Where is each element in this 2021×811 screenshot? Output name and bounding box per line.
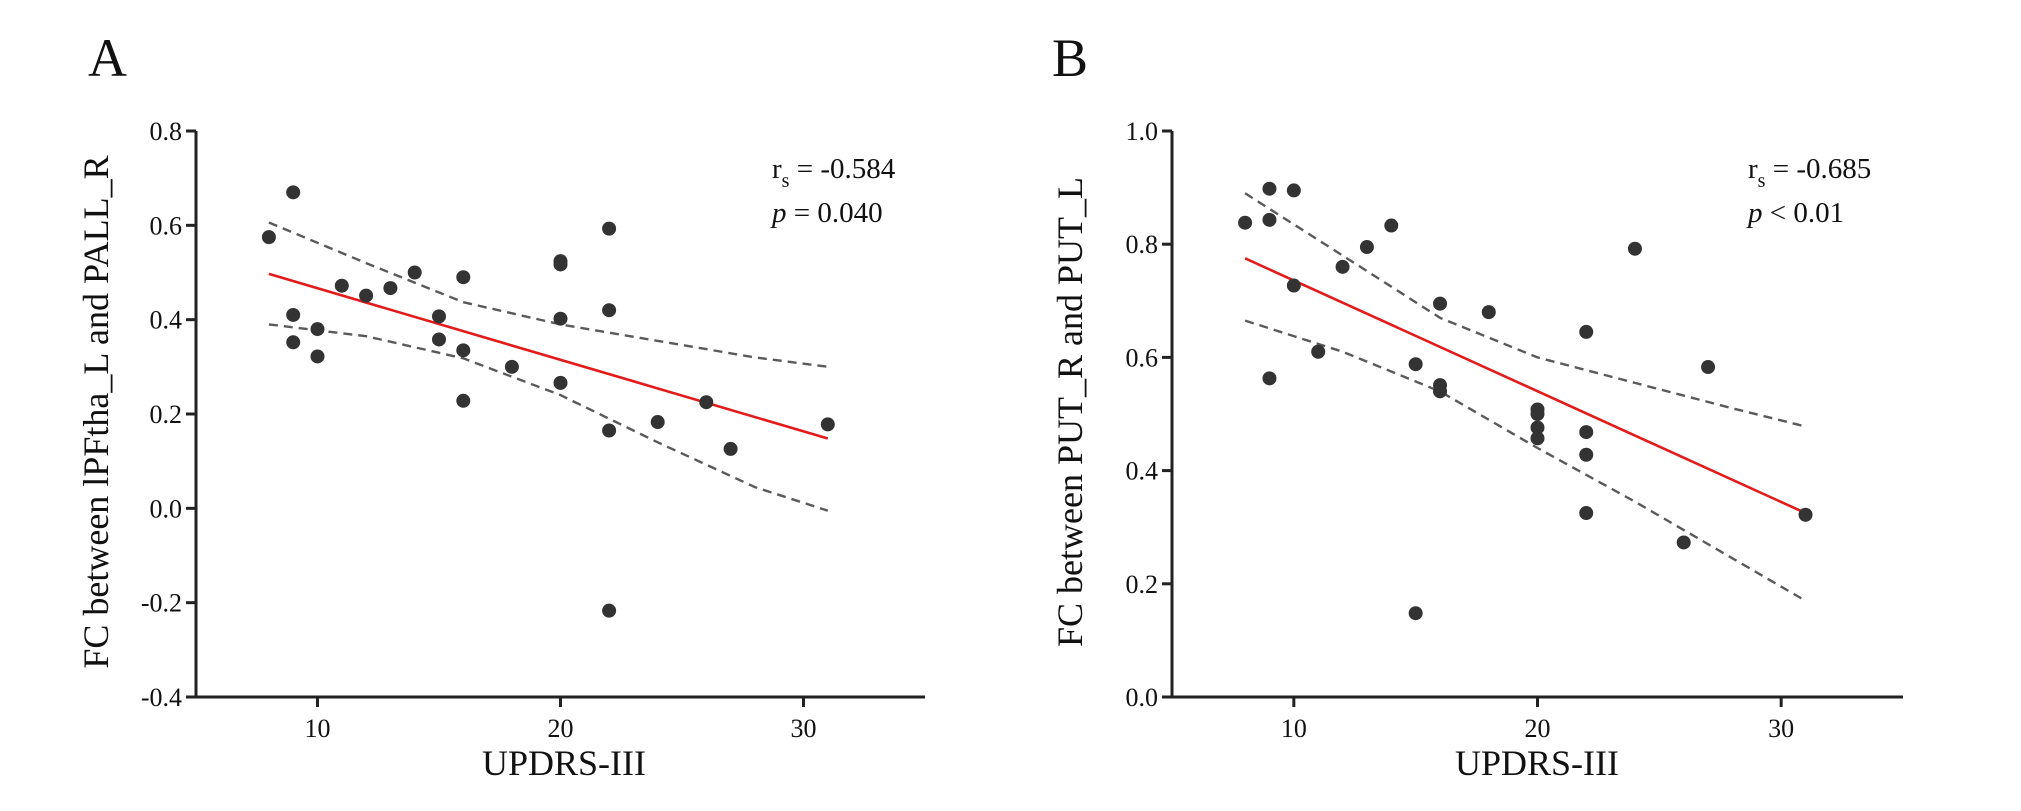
data-point	[1530, 420, 1545, 435]
data-point	[383, 281, 398, 296]
y-tick-label: 0.6	[150, 211, 183, 240]
data-point	[310, 322, 325, 337]
panel-a-x-ticks: 10 20 30	[305, 697, 817, 743]
panel-a-x-axis-title: UPDRS-III	[482, 743, 646, 783]
panel-a-p-stat: p = 0.040	[770, 197, 883, 229]
y-tick-label: 1.0	[1126, 117, 1159, 146]
data-point	[602, 423, 617, 438]
data-point	[1579, 447, 1594, 462]
data-point	[310, 349, 325, 364]
data-point	[1262, 181, 1277, 196]
data-point	[286, 185, 301, 200]
data-point	[1335, 259, 1350, 274]
x-tick-label: 20	[1525, 714, 1551, 743]
data-point	[602, 221, 617, 236]
data-point	[456, 270, 471, 285]
panel-b-ci-lower-line	[1244, 319, 1807, 602]
data-point	[553, 311, 568, 326]
y-tick-label: 0.8	[150, 117, 183, 146]
panel-b: B 0.0 0.2 0.4 0.6 0.8 1.0 10 20 30 UPDRS-III FC…	[1050, 28, 1903, 783]
data-point	[553, 375, 568, 390]
data-point	[650, 415, 665, 430]
data-point	[407, 265, 422, 280]
data-point	[1676, 535, 1691, 550]
panel-a-r-stat: rs = -0.584	[772, 153, 896, 192]
y-tick-label: 0.8	[1126, 230, 1159, 259]
panel-b-y-axis-title: FC between PUT_R and PUT_L	[1050, 177, 1090, 647]
data-point	[1286, 183, 1301, 198]
data-point	[553, 257, 568, 272]
data-point	[261, 230, 276, 245]
panel-a-ci-lower-line	[268, 323, 829, 512]
data-point	[602, 603, 617, 618]
data-point	[1359, 240, 1374, 255]
data-point	[1579, 506, 1594, 521]
data-point	[432, 309, 446, 324]
x-tick-label: 10	[305, 714, 331, 743]
data-point	[1286, 278, 1301, 293]
y-tick-label: 0.4	[1126, 457, 1159, 486]
data-point	[1579, 324, 1594, 339]
x-tick-label: 20	[548, 714, 574, 743]
data-point	[1579, 425, 1594, 440]
panel-b-x-ticks: 10 20 30	[1281, 697, 1794, 743]
panel-a: A -0.4 -0.2 0.0 0.2 0.4 0.6 0.8 10 20 30 UPDRS-I…	[76, 28, 925, 783]
y-tick-label: 0.2	[150, 400, 183, 429]
panel-a-points	[261, 185, 835, 618]
data-point	[1433, 384, 1448, 399]
x-tick-label: 30	[791, 714, 817, 743]
y-tick-label: -0.4	[141, 683, 182, 712]
data-point	[456, 393, 471, 408]
data-point	[1262, 212, 1277, 227]
data-point	[432, 332, 446, 347]
data-point	[1311, 344, 1326, 359]
panel-a-y-ticks: -0.4 -0.2 0.0 0.2 0.4 0.6 0.8	[141, 117, 196, 712]
data-point	[723, 441, 738, 456]
data-point	[1701, 360, 1716, 375]
data-point	[1408, 357, 1423, 372]
panel-a-ci-upper-line	[268, 221, 828, 368]
panel-b-y-ticks: 0.0 0.2 0.4 0.6 0.8 1.0	[1126, 117, 1172, 712]
data-point	[1798, 507, 1813, 522]
data-point	[1530, 407, 1545, 421]
data-point	[1627, 241, 1642, 256]
y-tick-label: 0.0	[150, 494, 183, 523]
y-tick-label: 0.6	[1126, 343, 1159, 372]
data-point	[359, 288, 374, 303]
data-point	[1238, 215, 1253, 230]
data-point	[1408, 606, 1423, 621]
panel-b-x-axis-title: UPDRS-III	[1455, 743, 1619, 783]
data-point	[1530, 431, 1545, 446]
data-point	[504, 359, 519, 374]
panel-a-regression-line	[268, 272, 829, 440]
data-point	[602, 303, 617, 318]
panel-b-p-stat: p < 0.01	[1746, 197, 1844, 229]
panel-a-letter: A	[88, 28, 127, 88]
data-point	[1433, 296, 1448, 311]
x-tick-label: 30	[1768, 714, 1794, 743]
data-point	[286, 307, 301, 322]
data-point	[1262, 371, 1277, 386]
panel-b-regression-line	[1244, 257, 1807, 515]
data-point	[1384, 218, 1399, 233]
panel-b-points	[1238, 181, 1813, 621]
y-tick-label: 0.4	[150, 306, 183, 335]
y-tick-label: 0.2	[1126, 570, 1159, 599]
panel-b-r-stat: rs = -0.685	[1748, 153, 1871, 192]
data-point	[456, 343, 471, 358]
data-point	[699, 395, 714, 410]
data-point	[820, 417, 835, 432]
data-point	[1481, 305, 1496, 320]
data-point	[334, 278, 349, 293]
x-tick-label: 10	[1281, 714, 1307, 743]
panel-b-letter: B	[1052, 28, 1088, 88]
y-tick-label: -0.2	[141, 589, 182, 618]
data-point	[286, 335, 301, 350]
panel-a-y-axis-title: FC between lPFtha_L and PALL_R	[76, 155, 116, 668]
y-tick-label: 0.0	[1126, 683, 1159, 712]
panel-b-ci-upper-line	[1244, 192, 1806, 428]
